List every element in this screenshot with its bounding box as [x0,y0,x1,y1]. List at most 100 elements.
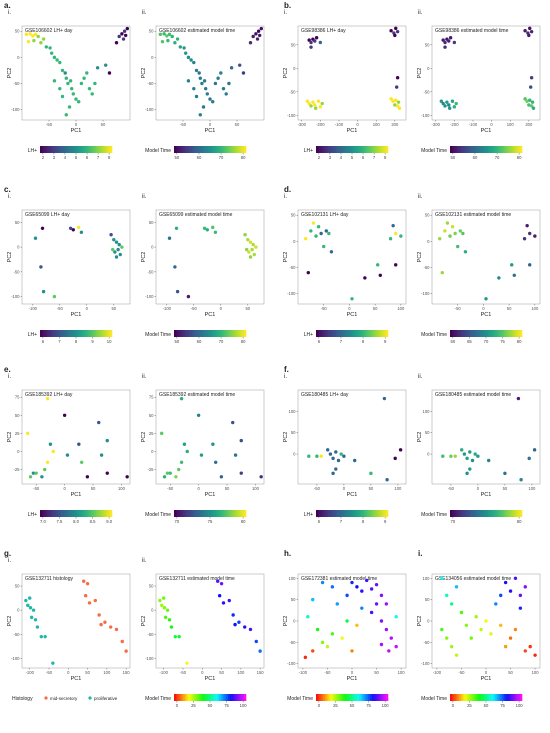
x-tick-label: -50 [180,670,187,675]
legend-colorbar-segment [181,146,184,153]
legend-colorbar-segment [108,510,111,517]
data-point [186,294,191,299]
y-tick-label: 0 [427,619,430,624]
legend-colorbar-segment [49,510,52,517]
legend-colorbar-segment [486,694,489,701]
legend-colorbar-segment [489,694,492,701]
y-tick-label: -50 [423,640,430,645]
data-point [77,442,81,446]
legend-colorbar-segment [217,694,220,701]
plot-e-ii: ii. GSE185392 estimated model time -50 0 50 1… [141,374,265,524]
data-point [175,37,180,41]
legend-colorbar-segment [197,510,200,517]
legend-colorbar-segment [81,146,84,153]
legend-colorbar-segment [366,330,369,337]
legend-colorbar-segment [208,330,211,337]
legend-colorbar-segment [201,330,204,337]
panel-roman: ii. [142,194,147,200]
legend-colorbar-segment [513,146,516,153]
data-point [77,100,81,104]
y-tick-label: -100 [145,294,154,299]
data-point [532,448,537,452]
legend-colorbar-segment [103,146,106,153]
legend-colorbar-segment [484,694,487,701]
panel-roman: i. [284,194,287,200]
data-point [311,100,315,104]
plot-d-i: i. GSE102131 LH+ day -50 0 50 100 50 0 -50 -100 PC… [283,194,407,344]
legend-colorbar-segment [489,510,492,517]
legend-colorbar-segment [192,330,195,337]
legend-colorbar-segment [450,510,453,517]
data-point [87,86,92,91]
legend-colorbar-segment [103,330,106,337]
panel-letter: i. [418,549,422,558]
legend-colorbar-segment [58,510,61,517]
data-point [229,66,234,70]
data-point [318,40,323,45]
data-point [484,297,488,301]
x-tick-label: 0 [343,486,346,491]
legend-colorbar-segment [326,146,329,153]
legend-tick-label: 80 [517,519,522,524]
data-point [48,442,53,446]
data-point [523,29,527,33]
panel-letter: f. [284,365,289,374]
data-point [51,661,55,665]
legend-colorbar-segment [106,510,109,517]
data-point [109,625,113,629]
data-point [36,34,40,39]
legend-colorbar-segment [373,330,376,337]
legend-colorbar-segment [473,330,476,337]
x-tick-label: -50 [448,486,455,491]
legend-colorbar-segment [386,694,389,701]
legend-colorbar-segment [355,146,358,153]
data-point [389,97,393,101]
legend-colorbar-segment [319,146,322,153]
data-point [452,40,457,45]
legend-tick-label: 70 [219,339,224,344]
legend-colorbar-segment [511,510,514,517]
legend-colorbar-segment [222,694,225,701]
legend-colorbar-segment [361,330,364,337]
legend-colorbar-segment [65,146,68,153]
legend-colorbar-segment [316,694,319,701]
data-point [60,94,65,99]
data-point [306,615,310,619]
data-point [318,105,323,109]
data-point [453,231,457,236]
legend-colorbar-segment [58,146,61,153]
legend-tick-label: 70 [495,155,500,160]
data-point [189,58,193,62]
legend-colorbar-segment [384,146,387,153]
legend-colorbar-segment [328,330,331,337]
data-point [311,597,315,602]
legend-colorbar-segment [65,510,68,517]
y-axis-label: PC2 [283,616,289,627]
data-point [162,596,166,600]
legend-colorbar-segment [484,510,487,517]
legend-colorbar-segment [90,510,93,517]
data-point [162,475,167,479]
legend-colorbar-segment [455,510,458,517]
legend-colorbar-segment [364,330,367,337]
data-point [41,37,46,41]
legend-colorbar-segment [217,146,220,153]
legend-colorbar-segment [72,330,75,337]
data-point [85,475,90,479]
data-point [259,475,263,479]
legend-tick-label: 75 [500,339,505,344]
data-point [523,585,527,589]
data-point [474,615,478,619]
data-point [389,636,393,640]
legend-colorbar-segment [344,330,347,337]
data-point [513,576,518,580]
legend-colorbar-segment [40,146,43,153]
data-point [503,580,508,585]
legend-colorbar-segment [380,510,383,517]
data-point [465,471,469,476]
legend-colorbar-segment [192,510,195,517]
x-tick-label: 0 [67,670,70,675]
x-tick-label: 50 [508,670,513,675]
x-tick-label: -200 [450,122,459,127]
x-tick-label: 0 [490,122,493,127]
